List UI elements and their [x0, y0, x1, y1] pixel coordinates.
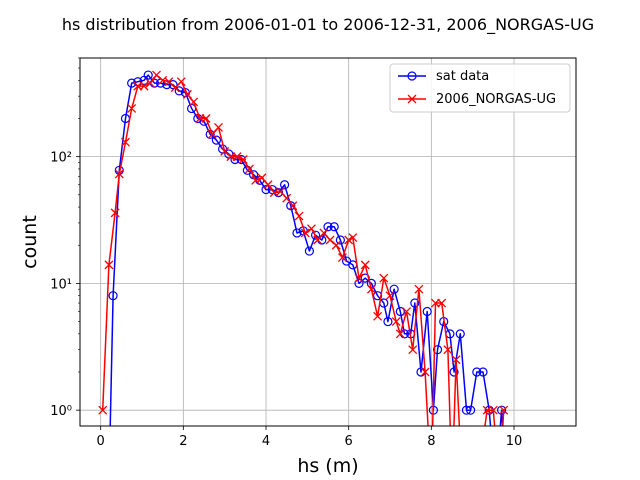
x-tick-label: 4: [262, 434, 270, 449]
axis-ticks: 0 2 4 6 8 10 10⁰ 10¹ 10²: [50, 57, 523, 449]
data-point: [294, 211, 304, 221]
data-point: [402, 307, 411, 316]
legend: sat data 2006_NORGAS-UG: [389, 63, 571, 113]
y-tick-label: 10¹: [50, 277, 72, 292]
data-point: [232, 152, 242, 162]
data-point: [110, 208, 120, 218]
data-point: [104, 260, 114, 270]
series-line-0: [109, 74, 504, 426]
legend-box: [389, 63, 571, 113]
data-point: [422, 306, 432, 317]
data-point: [499, 405, 509, 415]
y-tick-label: 10⁰: [50, 404, 72, 419]
data-point: [461, 405, 472, 415]
data-point: [466, 405, 476, 415]
data-point: [288, 201, 298, 211]
data-point: [139, 81, 149, 91]
plot-frame: [79, 57, 577, 427]
grid-lines: [80, 58, 576, 426]
data-point: [325, 235, 335, 245]
data-point: [311, 230, 321, 240]
x-axis-label: hs (m): [297, 455, 358, 477]
data-point: [383, 316, 393, 327]
series-line-1: [101, 74, 505, 426]
y-tick-label: 10²: [50, 151, 72, 166]
data-point: [251, 175, 261, 185]
data-point: [335, 235, 345, 245]
data-point: [263, 180, 273, 190]
x-tick-label: 2: [179, 434, 187, 449]
data-point: [168, 80, 178, 90]
data-point: [127, 103, 137, 113]
data-point: [261, 184, 271, 195]
data-point: [344, 235, 354, 245]
y-axis-label: count: [19, 215, 41, 269]
x-tick-label: 0: [97, 434, 105, 449]
x-tick-label: 6: [345, 434, 353, 449]
data-point: [98, 405, 108, 415]
data-point: [389, 284, 399, 294]
data-point: [449, 367, 459, 377]
data-point: [360, 260, 370, 270]
data-point: [451, 355, 461, 365]
data-point: [108, 291, 118, 301]
data-point: [437, 298, 447, 308]
data-point: [304, 246, 314, 256]
data-point: [379, 273, 389, 283]
data-point: [143, 70, 153, 80]
data-point: [280, 180, 290, 190]
chart-title: hs distribution from 2006-01-01 to 2006-…: [62, 15, 594, 35]
data-point: [391, 317, 401, 327]
data-point: [497, 405, 507, 415]
data-point: [145, 78, 155, 88]
data-point: [348, 233, 358, 243]
x-tick-label: 10: [506, 434, 523, 449]
data-point: [220, 146, 230, 156]
data-point: [201, 114, 211, 123]
data-point: [211, 135, 221, 145]
data-point: [329, 222, 339, 232]
data-point: [282, 193, 292, 203]
data-point: [245, 164, 254, 174]
data-point: [488, 405, 498, 415]
data-point: [331, 240, 341, 250]
data-point: [385, 291, 395, 301]
data-point: [395, 306, 405, 317]
legend-marker-norgas: [407, 94, 417, 104]
data-point: [300, 228, 310, 238]
data-point: [236, 154, 246, 165]
data-point: [338, 253, 347, 262]
data-point: [354, 273, 364, 283]
data-point: [373, 311, 383, 321]
series-layer: [98, 70, 509, 426]
data-point: [152, 70, 161, 80]
legend-marker-sat-data: [407, 71, 417, 81]
x-tick-label: 8: [427, 434, 435, 449]
data-point: [420, 367, 430, 377]
data-point: [238, 155, 248, 164]
data-point: [214, 122, 223, 132]
data-point: [354, 278, 364, 289]
legend-label-sat-data: sat data: [436, 69, 489, 84]
data-point: [478, 367, 488, 377]
data-point: [183, 89, 192, 99]
data-point: [443, 345, 453, 355]
data-point: [307, 224, 316, 234]
legend-label-norgas: 2006_NORGAS-UG: [436, 92, 556, 107]
data-point: [472, 367, 482, 377]
data-point: [366, 284, 376, 294]
data-point: [408, 345, 418, 355]
data-point: [189, 97, 199, 107]
data-point: [323, 222, 333, 232]
data-point: [176, 77, 186, 87]
data-point: [395, 329, 405, 339]
data-point: [455, 329, 465, 339]
data-point: [292, 228, 302, 238]
data-point: [432, 345, 443, 355]
data-point: [114, 169, 124, 179]
data-point: [414, 284, 424, 294]
data-point: [121, 137, 130, 147]
data-point: [410, 298, 420, 308]
